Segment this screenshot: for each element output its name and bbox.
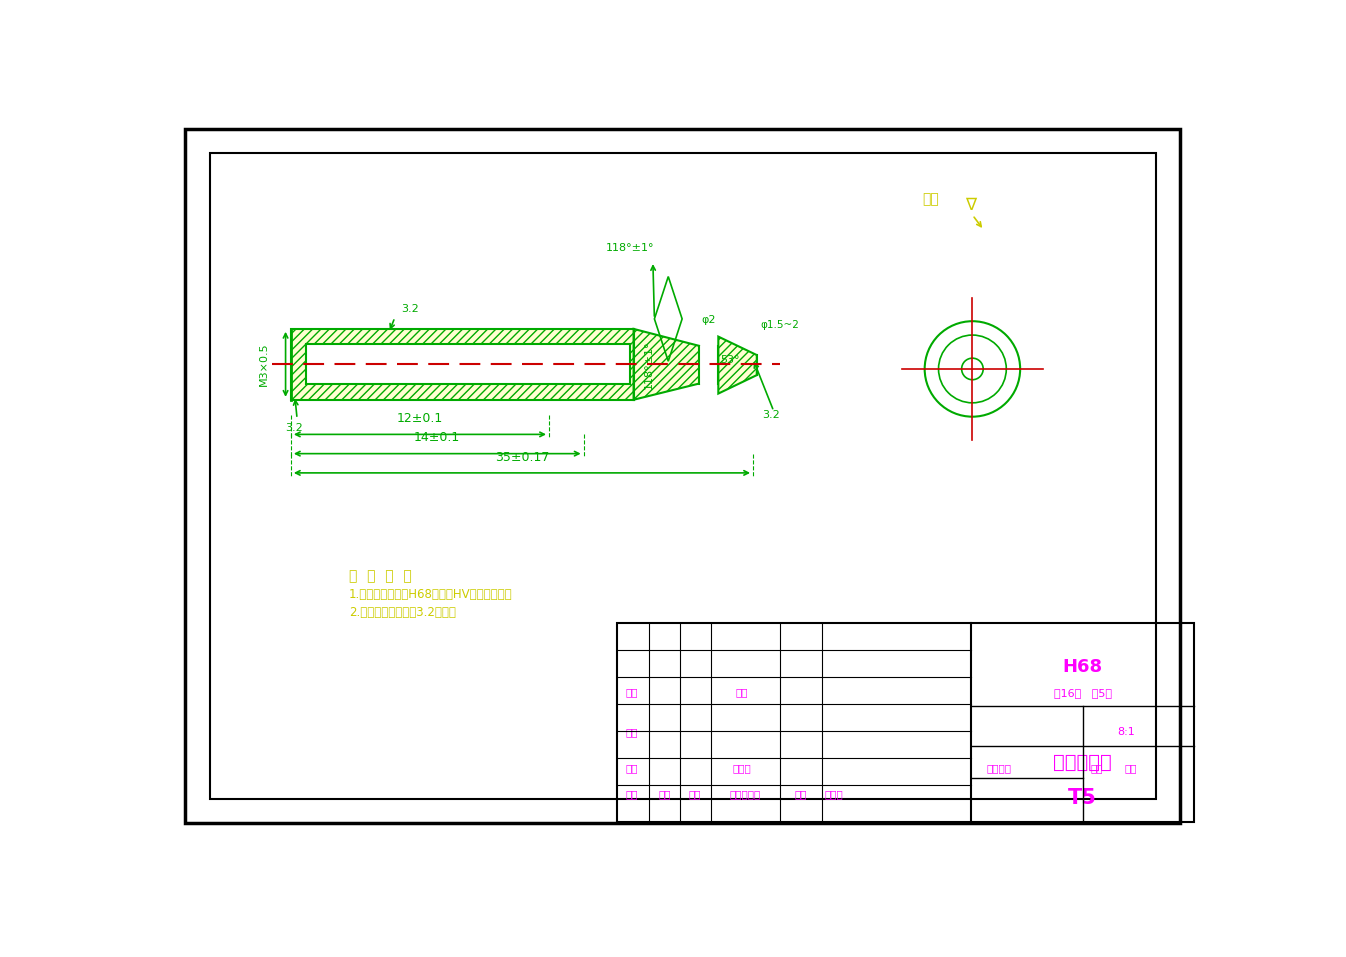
Text: 8:1: 8:1 (1117, 727, 1135, 737)
Text: 14±0.1: 14±0.1 (415, 432, 460, 444)
Text: 其余: 其余 (922, 191, 940, 206)
Text: 审核: 审核 (626, 727, 638, 737)
Text: 53°: 53° (720, 355, 739, 365)
Circle shape (925, 322, 1020, 416)
Bar (616, 623, 1194, 822)
Text: 阶段标记: 阶段标记 (987, 763, 1011, 773)
Text: 签名: 签名 (794, 789, 808, 799)
Text: 工艺: 工艺 (626, 687, 638, 698)
Text: 处数: 处数 (658, 789, 670, 799)
Text: 1.零件温处理局部H68，硬度HV、深火层厉。: 1.零件温处理局部H68，硬度HV、深火层厉。 (349, 589, 513, 601)
Circle shape (961, 358, 983, 380)
Text: 3.2: 3.2 (762, 411, 779, 420)
Circle shape (938, 335, 1007, 403)
Text: 批准: 批准 (735, 687, 747, 698)
Text: 比例: 比例 (1125, 763, 1137, 773)
Text: 标记: 标记 (626, 789, 638, 799)
Text: 重量: 重量 (1090, 763, 1102, 773)
Text: ∇: ∇ (965, 195, 976, 213)
Text: 3.2: 3.2 (285, 423, 303, 433)
Text: M3×0.5: M3×0.5 (258, 343, 269, 386)
Text: 12±0.1: 12±0.1 (397, 412, 443, 425)
Text: T5: T5 (1069, 788, 1097, 808)
Text: 118°±1°: 118°±1° (606, 243, 654, 254)
Text: 设计: 设计 (626, 763, 638, 773)
Text: 35±0.17: 35±0.17 (495, 451, 549, 463)
Text: 技  术  要  求: 技 术 要 求 (349, 569, 412, 583)
Polygon shape (291, 329, 634, 400)
Text: 入16张   第5张: 入16张 第5张 (1054, 687, 1112, 698)
Text: φ1.5~2: φ1.5~2 (760, 321, 800, 330)
Text: 标准化: 标准化 (732, 763, 751, 773)
Bar (210, 153, 1156, 798)
Text: 2.零件表面粗糙度抈3.2选取。: 2.零件表面粗糙度抈3.2选取。 (349, 606, 455, 619)
Text: 年月日: 年月日 (825, 789, 843, 799)
Text: φ2: φ2 (701, 315, 716, 325)
Text: 分区: 分区 (689, 789, 701, 799)
Text: 枪针尾部件: 枪针尾部件 (1053, 752, 1112, 771)
Polygon shape (634, 329, 699, 400)
Polygon shape (719, 337, 756, 393)
Text: H68: H68 (1062, 657, 1102, 676)
Polygon shape (307, 345, 630, 385)
Text: 3.2: 3.2 (401, 303, 419, 314)
Bar (699, 345, 719, 384)
Text: 118°±1°: 118°±1° (643, 341, 654, 389)
Text: 更改文件号: 更改文件号 (730, 789, 760, 799)
